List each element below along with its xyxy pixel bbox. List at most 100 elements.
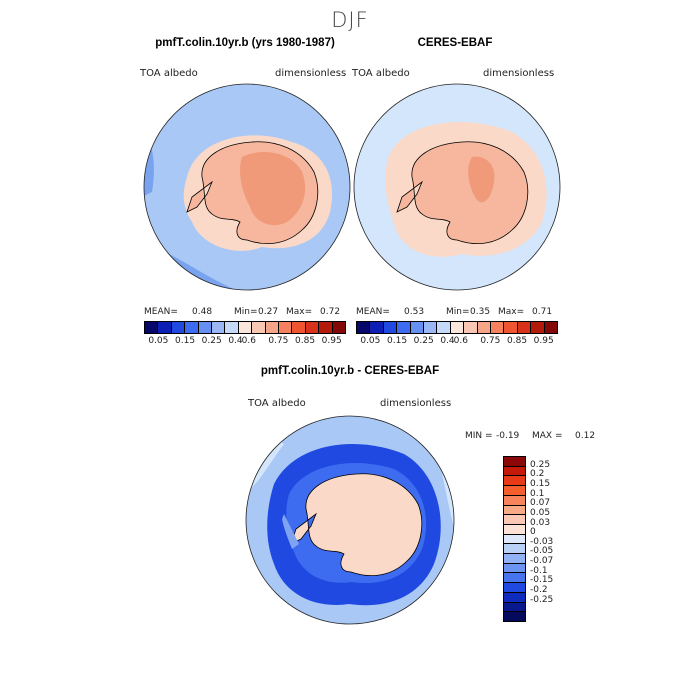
colorbar-swatch [212,322,226,333]
colorbar-swatch [504,602,525,613]
colorbar-tick-label: 0.6 [453,336,468,346]
colorbar-swatch [504,476,525,487]
colorbar-swatch [504,505,525,516]
panel1-max-label: Max= [286,307,313,317]
panel2-colorbar [356,321,558,334]
panel1-title: pmfT.colin.10yr.b (yrs 1980-1987) [155,37,335,49]
colorbar-tick-label: 0.95 [321,336,342,346]
diff-variable: TOA albedo [248,398,306,409]
diff-colorbar [503,456,526,622]
colorbar-tick-label: 0.25 [530,459,551,470]
colorbar-tick-label: 0.15 [530,478,551,489]
colorbar-swatch [145,322,159,333]
colorbar-swatch [504,534,525,545]
colorbar-tick-label: 0.75 [268,336,289,346]
colorbar-swatch [504,524,525,535]
colorbar-swatch [357,322,371,333]
colorbar-tick-label: -0.03 [530,536,554,547]
colorbar-swatch [185,322,199,333]
panel1-mean-label: MEAN= [144,307,178,317]
colorbar-swatch [504,563,525,574]
colorbar-tick-label: 0.95 [533,336,554,346]
colorbar-swatch [424,322,438,333]
panel2-variable: TOA albedo [352,68,410,79]
colorbar-tick-label: -0.05 [530,546,554,557]
panel1-min-value: 0.27 [258,307,279,317]
colorbar-swatch [504,457,525,467]
panel2-min-value: 0.35 [470,307,491,317]
diff-title: pmfT.colin.10yr.b - CERES-EBAF [260,365,440,377]
colorbar-tick-label: 0.05 [360,336,381,346]
panel2-plateau [468,156,495,203]
colorbar-tick-label: 0.03 [530,517,551,528]
colorbar-swatch [504,495,525,506]
panel1-mean-value: 0.48 [192,307,213,317]
panel1-map [143,83,351,291]
colorbar-swatch [504,583,525,593]
colorbar-tick-label: 0 [530,527,536,538]
colorbar-tick-label: 0.25 [413,336,434,346]
panel1-units: dimensionless [275,68,347,79]
colorbar-tick-label: -0.15 [530,575,554,586]
colorbar-swatch [225,322,239,333]
colorbar-swatch [491,322,505,333]
diff-units: dimensionless [380,398,452,409]
colorbar-swatch [383,322,398,333]
panel1-plateau [239,152,306,226]
page-title: DJF [331,8,369,32]
diff-min-label: MIN = [465,431,493,441]
colorbar-tick-label: 0.15 [387,336,408,346]
colorbar-tick-label: 0.15 [175,336,196,346]
colorbar-tick-label: -0.1 [530,565,548,576]
colorbar-tick-label: 0.05 [530,507,551,518]
diff-max-label: MAX = [532,431,563,441]
colorbar-swatch [517,322,532,333]
colorbar-swatch [531,322,545,333]
colorbar-swatch [265,322,280,333]
panel2-min-label: Min= [446,307,470,317]
diff-map [245,415,455,625]
colorbar-tick-label: 0.2 [530,469,545,480]
panel2-mean-value: 0.53 [404,307,425,317]
colorbar-swatch [477,322,492,333]
colorbar-swatch [198,322,213,333]
panel1-min-label: Min= [234,307,258,317]
colorbar-tick-label: 0.05 [148,336,169,346]
colorbar-swatch [504,486,525,496]
panel1-colorbar [144,321,346,334]
colorbar-swatch [370,322,384,333]
panel2-mean-label: MEAN= [356,307,390,317]
colorbar-swatch [410,322,425,333]
colorbar-swatch [292,322,306,333]
colorbar-tick-label: 0.07 [530,498,551,509]
colorbar-tick-label: 0.1 [530,488,545,499]
colorbar-tick-label: 0.85 [507,336,528,346]
colorbar-swatch [504,612,525,621]
colorbar-tick-label: 0.85 [295,336,316,346]
panel1-max-value: 0.72 [320,307,341,317]
colorbar-swatch [504,573,525,584]
colorbar-swatch [332,322,346,333]
panel2-title: CERES-EBAF [417,37,493,49]
colorbar-swatch [397,322,411,333]
panel2-map [353,83,561,291]
colorbar-tick-label: -0.2 [530,585,548,596]
diff-peninsula-light [282,514,299,549]
diff-min-value: -0.19 [496,431,520,441]
colorbar-swatch [504,515,525,525]
panel1-variable: TOA albedo [140,68,198,79]
colorbar-swatch [504,466,525,477]
colorbar-tick-label: 0.4 [440,336,455,346]
colorbar-swatch [437,322,451,333]
colorbar-swatch [504,592,525,603]
colorbar-tick-label: 0.25 [201,336,222,346]
panel2-max-value: 0.71 [532,307,553,317]
diff-max-value: 0.12 [575,431,596,441]
panel2-antarctica [396,141,529,245]
panel2-units: dimensionless [483,68,555,79]
colorbar-swatch [279,322,293,333]
colorbar-swatch [464,322,478,333]
colorbar-swatch [305,322,320,333]
colorbar-tick-label: -0.07 [530,556,554,567]
colorbar-swatch [238,322,253,333]
